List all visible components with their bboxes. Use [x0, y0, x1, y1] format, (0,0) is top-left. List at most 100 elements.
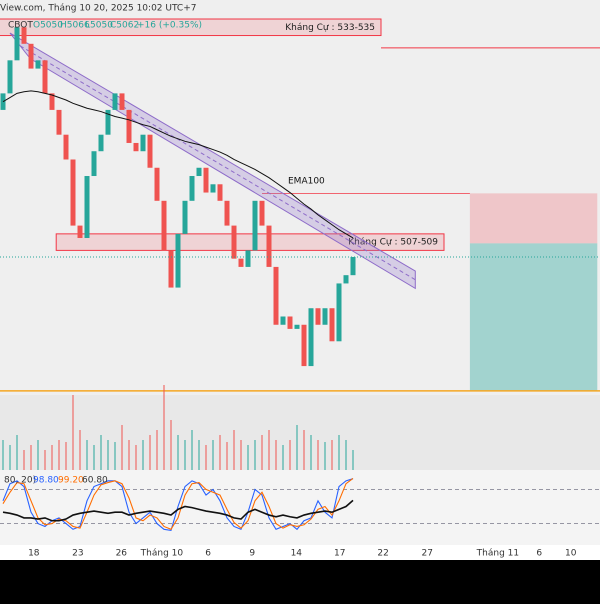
- candle-body: [238, 258, 244, 267]
- volume-bar: [289, 440, 291, 470]
- candle-body: [231, 225, 237, 259]
- candle-body: [154, 167, 160, 201]
- stoch-d-value: 99.20: [58, 476, 84, 486]
- volume-bar: [254, 440, 256, 470]
- volume-bar: [240, 440, 242, 470]
- volume-bar: [86, 440, 88, 470]
- candle-body: [350, 256, 356, 276]
- volume-bar: [205, 445, 207, 470]
- volume-bar: [149, 435, 151, 470]
- x-tick-label: 18: [28, 549, 40, 559]
- bottom-bar: [0, 560, 600, 600]
- volume-bar: [37, 440, 39, 470]
- resistance-zone: [0, 18, 382, 37]
- volume-bar: [51, 445, 53, 470]
- header-high: H5066: [60, 21, 90, 31]
- candle-body: [175, 233, 181, 288]
- candle-body: [336, 283, 342, 342]
- volume-bar: [261, 435, 263, 470]
- candle-body: [203, 167, 209, 193]
- candle-body: [252, 200, 258, 251]
- x-tick-label: 6: [205, 549, 211, 559]
- candle-body: [224, 200, 230, 226]
- volume-bar: [163, 385, 165, 470]
- candle-body: [315, 308, 321, 325]
- volume-bar: [79, 430, 81, 470]
- candle-body: [266, 225, 272, 267]
- volume-bar: [16, 435, 18, 470]
- volume-bar: [23, 450, 25, 470]
- volume-bar: [296, 425, 298, 470]
- stoch-legend: 80, 20) 98.80 99.20 60.80: [4, 476, 108, 486]
- volume-bar: [247, 445, 249, 470]
- stoch-line: [2, 499, 354, 522]
- candle-body: [287, 316, 293, 329]
- candle-body: [133, 142, 139, 152]
- volume-bar: [310, 435, 312, 470]
- candle-body: [322, 308, 328, 325]
- candle-body: [301, 324, 307, 367]
- volume-bar: [58, 440, 60, 470]
- candle-body: [182, 200, 188, 234]
- volume-bar: [317, 440, 319, 470]
- candle-body: [196, 167, 202, 177]
- candle-body: [217, 184, 223, 201]
- volume-bar: [142, 440, 144, 470]
- volume-bar: [275, 440, 277, 470]
- candle-body: [49, 93, 55, 110]
- price-pane: [0, 0, 600, 395]
- volume-bar: [352, 450, 354, 470]
- ema-line: [2, 90, 354, 239]
- x-tick-label: 27: [421, 549, 432, 559]
- candle-body: [189, 176, 195, 201]
- volume-bar: [72, 395, 74, 470]
- candle-body: [119, 93, 125, 110]
- volume-bar: [100, 435, 102, 470]
- candle-body: [28, 43, 34, 69]
- volume-bar: [331, 440, 333, 470]
- candle-body: [126, 109, 132, 143]
- ema-label: EMA100: [288, 177, 325, 187]
- x-tick-label: Tháng 11: [476, 549, 519, 559]
- target-zone: [469, 243, 598, 391]
- volume-bar: [135, 445, 137, 470]
- candle-body: [56, 109, 62, 135]
- candle-body: [294, 324, 300, 329]
- volume-bar: [177, 435, 179, 470]
- x-tick-label: 26: [116, 549, 128, 559]
- stoch-pane: [0, 470, 600, 545]
- trend-channel: [9, 32, 416, 290]
- candle-body: [91, 151, 97, 177]
- candle-body: [168, 250, 174, 288]
- x-tick-label: 10: [565, 549, 577, 559]
- x-tick-label: 14: [291, 549, 303, 559]
- candle-body: [147, 134, 153, 168]
- volume-bar: [226, 442, 228, 470]
- candle-body: [273, 266, 279, 325]
- candle-body: [259, 200, 265, 226]
- header-low: L5050: [85, 21, 113, 31]
- header-source: View.com, Tháng 10 20, 2025 10:02 UTC+7: [0, 4, 197, 14]
- volume-bar: [345, 440, 347, 470]
- candle-body: [84, 176, 90, 238]
- stoch-k-value: 98.80: [33, 476, 59, 486]
- header-open: O5050: [33, 21, 63, 31]
- volume-bar: [93, 445, 95, 470]
- time-axis: [0, 545, 600, 560]
- volume-bar: [219, 435, 221, 470]
- volume-bar: [282, 445, 284, 470]
- volume-bar: [107, 440, 109, 470]
- header-symbol: CBOT: [8, 21, 33, 31]
- candle-body: [329, 308, 335, 342]
- candle-body: [63, 134, 69, 160]
- x-tick-label: Tháng 10: [140, 549, 184, 559]
- volume-bar: [44, 450, 46, 470]
- volume-bar: [324, 442, 326, 470]
- candle-body: [14, 27, 20, 61]
- volume-bar: [212, 440, 214, 470]
- candle-body: [245, 250, 251, 267]
- candle-body: [7, 60, 13, 94]
- volume-bar: [338, 435, 340, 470]
